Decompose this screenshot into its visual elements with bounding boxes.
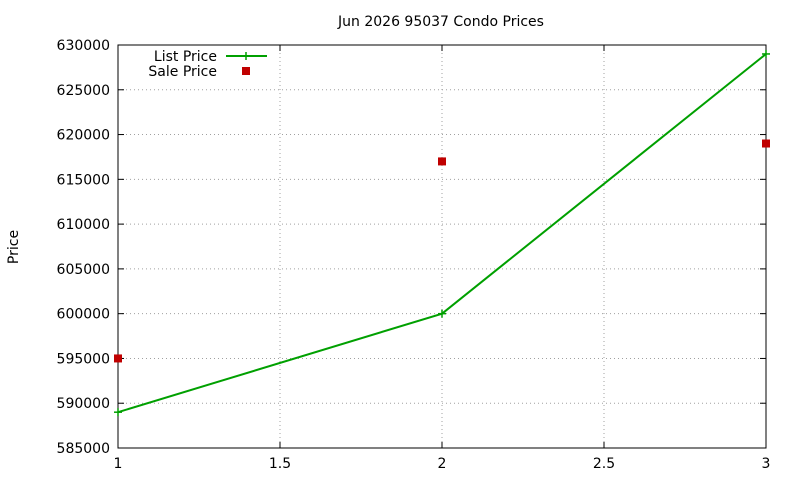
legend-label: List Price — [154, 49, 217, 65]
y-tick-label: 615000 — [57, 172, 110, 188]
y-tick-label: 590000 — [57, 396, 110, 412]
grid-lines — [118, 45, 766, 448]
y-tick-label: 605000 — [57, 262, 110, 278]
y-axis-label: Price — [6, 230, 22, 264]
sale-price-point — [114, 354, 122, 363]
list-price-point — [438, 309, 446, 318]
list-price-point — [114, 408, 122, 417]
legend-square-marker — [242, 67, 250, 75]
y-tick-label: 620000 — [57, 128, 110, 144]
list-price-point — [762, 49, 770, 58]
chart-title: Jun 2026 95037 Condo Prices — [337, 14, 544, 30]
x-tick-label: 2.5 — [593, 456, 615, 472]
legend-plus-marker — [242, 52, 250, 60]
y-tick-label: 610000 — [57, 217, 110, 233]
x-tick-label: 2 — [438, 456, 447, 472]
y-tick-label: 630000 — [57, 38, 110, 54]
plot-frame — [117, 44, 767, 449]
x-tick-label: 1.5 — [269, 456, 291, 472]
series-layer — [114, 49, 770, 417]
y-tick-label: 585000 — [57, 441, 110, 457]
x-tick-label: 3 — [762, 456, 771, 472]
sale-price-point — [438, 157, 446, 166]
y-tick-label: 595000 — [57, 351, 110, 367]
x-tick-label: 1 — [114, 456, 123, 472]
axis-ticks: 585000 590000 595000 600000 605000 610000 6150… — [57, 38, 771, 472]
y-tick-label: 625000 — [57, 83, 110, 99]
sale-price-point — [762, 139, 770, 148]
legend-label: Sale Price — [148, 64, 217, 80]
y-tick-label: 600000 — [57, 307, 110, 323]
